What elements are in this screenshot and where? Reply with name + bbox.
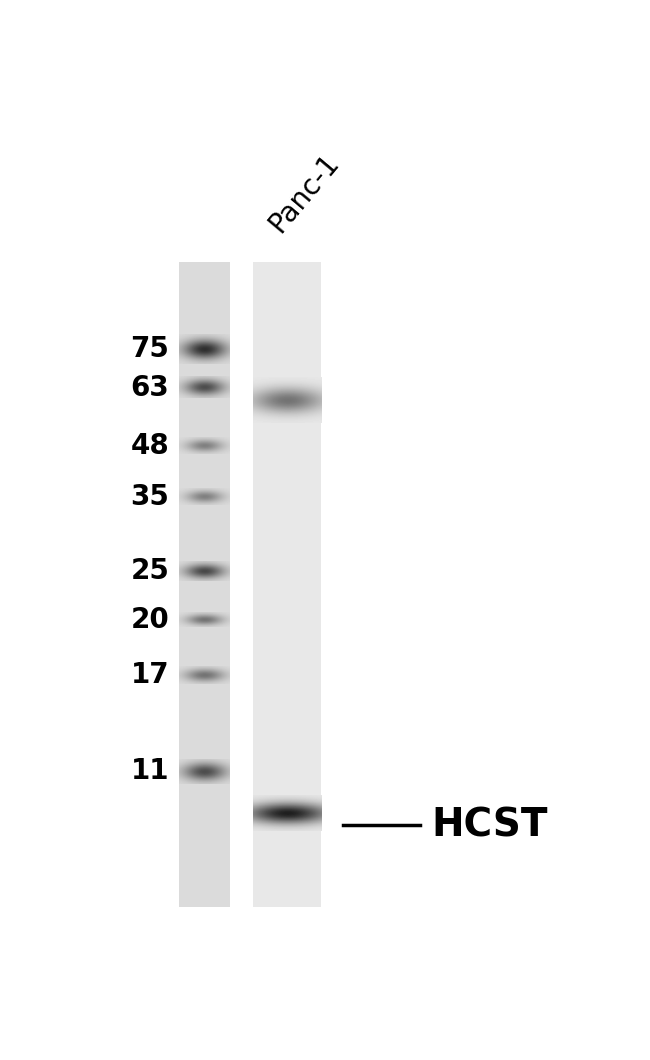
Text: 11: 11 (131, 757, 170, 785)
Text: 25: 25 (131, 558, 170, 585)
Text: 48: 48 (131, 431, 170, 460)
Text: 35: 35 (131, 483, 170, 511)
Text: HCST: HCST (432, 806, 548, 844)
Text: 75: 75 (131, 335, 170, 363)
Text: 20: 20 (131, 605, 170, 634)
Text: Panc-1: Panc-1 (264, 148, 345, 237)
Text: 63: 63 (131, 373, 170, 402)
Bar (252, 262, 320, 906)
Bar (179, 262, 230, 906)
Text: 17: 17 (131, 660, 170, 689)
